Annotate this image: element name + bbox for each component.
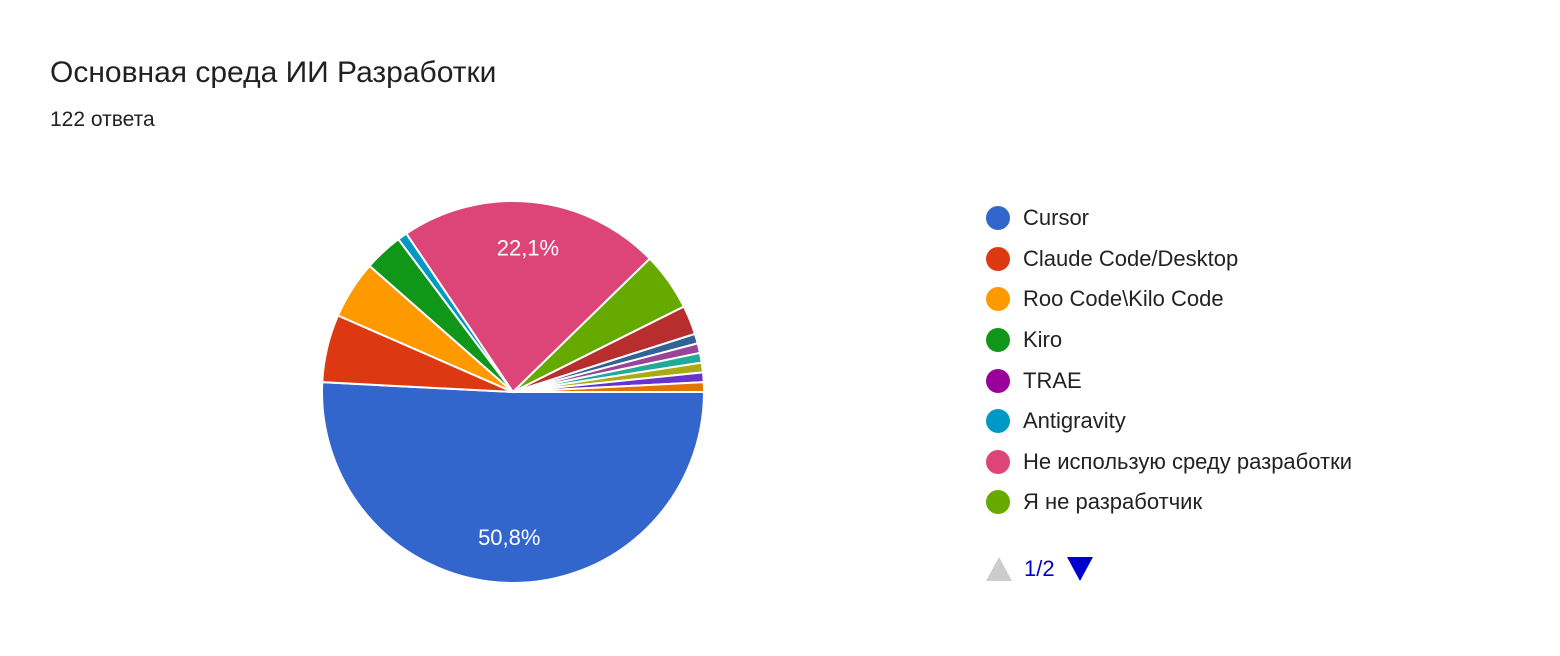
slice-data-label: 50,8% <box>478 525 540 550</box>
legend-label: Не использую среду разработки <box>1023 448 1353 474</box>
legend-label: Kiro <box>1023 327 1063 353</box>
legend-swatch <box>986 368 1010 393</box>
previous-page-icon[interactable] <box>986 557 1012 581</box>
legend-item[interactable]: Claude Code/Desktop <box>986 239 1352 280</box>
legend-swatch <box>986 246 1010 271</box>
legend-label: TRAE <box>1023 367 1082 393</box>
legend-label: Cursor <box>1023 205 1090 231</box>
legend: Cursor Claude Code/Desktop Roo Code\Kilo C… <box>986 198 1352 523</box>
legend-page-number: 1/2 <box>1024 556 1055 581</box>
slice-data-label: 22,1% <box>497 236 559 261</box>
legend-swatch <box>986 206 1010 231</box>
legend-label: Я не разработчик <box>1023 489 1203 515</box>
legend-label: Claude Code/Desktop <box>1023 245 1239 271</box>
next-page-icon[interactable] <box>1066 557 1093 581</box>
legend-item[interactable]: Kiro <box>986 320 1352 361</box>
legend-item[interactable]: Я не разработчик <box>986 482 1352 523</box>
chart-title: Основная среда ИИ Разработки <box>50 56 497 89</box>
legend-swatch <box>986 328 1010 353</box>
legend-item[interactable]: Antigravity <box>986 401 1352 442</box>
legend-swatch <box>986 409 1010 434</box>
legend-swatch <box>986 449 1010 474</box>
legend-item[interactable]: Cursor <box>986 198 1352 239</box>
legend-item[interactable]: Roo Code\Kilo Code <box>986 279 1352 320</box>
pie-slice[interactable] <box>321 381 706 584</box>
legend-pager: 1/2 <box>986 556 1093 582</box>
legend-label: Antigravity <box>1023 408 1126 434</box>
legend-swatch <box>986 490 1010 515</box>
legend-item[interactable]: TRAE <box>986 360 1352 401</box>
response-count: 122 ответа <box>50 108 155 131</box>
pie-slice[interactable] <box>404 200 652 394</box>
pie-slice[interactable] <box>512 381 706 393</box>
legend-label: Roo Code\Kilo Code <box>1023 286 1224 312</box>
legend-item[interactable]: Не использую среду разработки <box>986 442 1352 483</box>
legend-swatch <box>986 287 1010 312</box>
